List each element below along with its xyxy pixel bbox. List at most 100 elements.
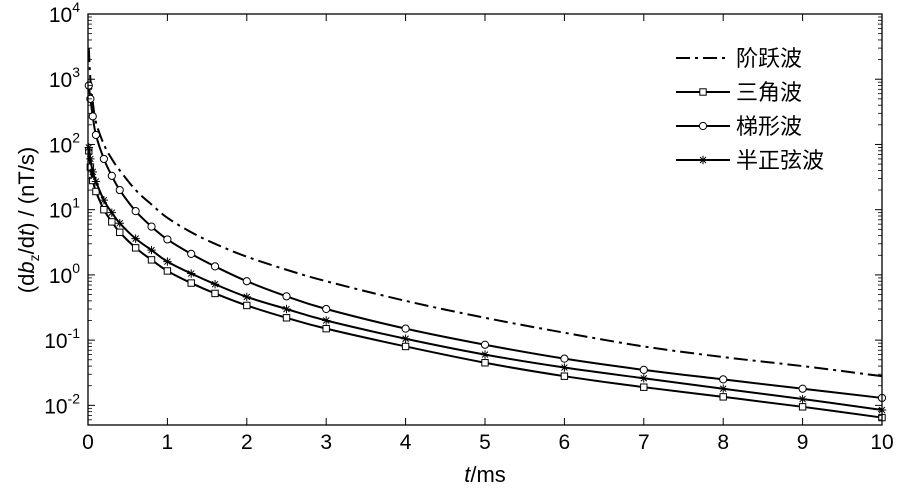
data-point — [147, 222, 156, 231]
legend-marker — [698, 155, 708, 165]
y-tick-exponent: -2 — [68, 390, 81, 406]
data-point — [108, 218, 116, 226]
y-tick-label: 102 — [49, 129, 80, 157]
data-point — [480, 340, 490, 349]
y-tick-base: 10 — [49, 4, 72, 27]
legend-marker — [698, 121, 708, 131]
x-tick-label: 2 — [241, 431, 253, 454]
data-point — [107, 208, 117, 217]
data-point — [322, 304, 331, 314]
data-point — [131, 207, 140, 216]
y-tick-exponent: -1 — [68, 325, 81, 341]
data-point — [560, 354, 569, 363]
data-point — [243, 301, 251, 310]
legend-label: 半正弦波 — [736, 149, 824, 174]
legend-item: 三角波 — [676, 81, 802, 106]
legend-label: 阶跃波 — [736, 47, 802, 72]
y-tick-exponent: 0 — [72, 260, 80, 276]
x-tick-label: 3 — [320, 431, 332, 454]
x-tick-label: 7 — [638, 431, 650, 454]
data-point — [100, 205, 108, 214]
x-axis: 0 1 2 3 4 5 6 7 8 9 10 — [82, 14, 894, 454]
data-point — [401, 324, 410, 333]
y-tick-base: 10 — [49, 69, 72, 92]
data-point — [480, 350, 490, 359]
data-point — [99, 195, 109, 205]
data-point — [131, 244, 140, 252]
legend-label: 梯形波 — [736, 115, 802, 140]
series-1 — [87, 48, 883, 378]
data-point — [115, 219, 124, 228]
legend-item: 阶跃波 — [676, 47, 802, 72]
y-tick-exponent: 4 — [72, 0, 80, 15]
data-point — [798, 394, 807, 404]
data-point — [560, 363, 569, 372]
x-tick-label: 4 — [400, 431, 412, 454]
y-axis-title: (dbz/dt) / (nT/s) — [14, 147, 42, 293]
data-point — [242, 292, 251, 302]
data-point — [187, 249, 196, 258]
data-point — [163, 257, 172, 266]
data-point — [116, 228, 124, 237]
y-tick-base: 10 — [44, 330, 67, 353]
data-point — [210, 262, 220, 271]
series-line — [87, 48, 883, 378]
data-point — [242, 277, 251, 286]
data-point — [131, 234, 140, 243]
data-point — [640, 383, 648, 391]
data-point — [481, 359, 489, 367]
y-tick-base: 10 — [49, 134, 72, 157]
x-tick-label: 1 — [162, 431, 174, 454]
data-point — [401, 342, 410, 351]
x-tick-label: 9 — [797, 431, 809, 454]
data-point — [91, 130, 101, 140]
data-point — [639, 365, 648, 374]
y-tick-exponent: 2 — [72, 129, 80, 145]
legend-item: 半正弦波 — [676, 149, 824, 174]
x-tick-label: 5 — [479, 431, 491, 454]
data-point — [115, 185, 124, 195]
data-point — [91, 177, 101, 186]
data-point — [719, 393, 727, 401]
data-point — [282, 314, 291, 322]
x-axis-title: t/ms — [464, 462, 506, 487]
y-tick-exponent: 1 — [72, 195, 80, 211]
data-point — [401, 334, 410, 343]
data-point — [719, 384, 728, 393]
data-point — [88, 167, 97, 177]
y-tick-label: 100 — [49, 260, 80, 288]
data-point — [187, 269, 196, 278]
data-point — [798, 403, 807, 411]
data-point — [639, 374, 648, 383]
y-tick-label: 104 — [49, 0, 80, 27]
legend-item: 梯形波 — [676, 115, 802, 140]
y-tick-base: 10 — [49, 265, 72, 288]
y-tick-label: 101 — [49, 195, 80, 223]
y-tick-label: 10-1 — [44, 325, 80, 353]
data-point — [211, 289, 219, 298]
data-point — [107, 171, 116, 180]
data-point — [560, 372, 569, 380]
data-point — [147, 245, 156, 255]
data-point — [282, 292, 291, 301]
x-tick-label: 8 — [717, 431, 729, 454]
data-point — [282, 304, 291, 314]
y-tick-base: 10 — [49, 200, 72, 223]
x-tick-label: 0 — [82, 431, 94, 454]
data-point — [187, 279, 195, 287]
data-point — [719, 375, 728, 384]
data-point — [99, 154, 108, 164]
y-tick-label: 10-2 — [44, 390, 80, 418]
legend-label: 三角波 — [736, 81, 802, 106]
y-tick-base: 10 — [44, 395, 67, 418]
x-tick-label: 6 — [559, 431, 571, 454]
data-point — [163, 235, 172, 244]
data-point — [798, 384, 807, 393]
data-point — [147, 256, 156, 264]
data-point — [163, 267, 172, 275]
x-tick-label: 10 — [870, 431, 893, 454]
y-tick-exponent: 3 — [72, 64, 80, 80]
